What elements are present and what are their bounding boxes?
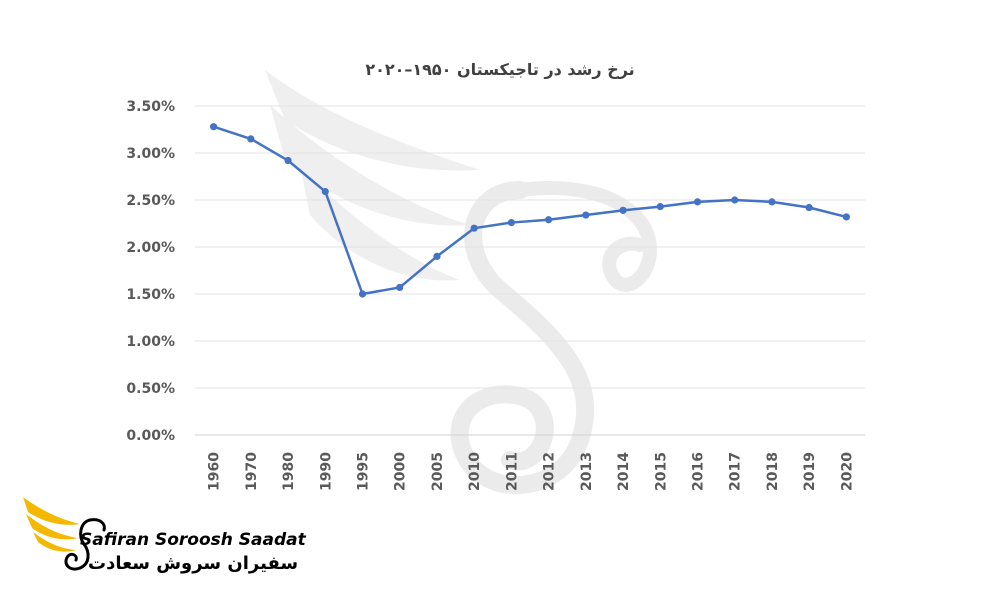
data-point bbox=[321, 187, 329, 196]
logo-name-en: Safiran Soroosh Saadat bbox=[80, 530, 306, 550]
x-tick-label: 1960 bbox=[207, 452, 223, 491]
y-tick-label: 3.50% bbox=[126, 99, 175, 115]
x-tick-label: 2011 bbox=[504, 452, 520, 491]
y-tick-label: 0.50% bbox=[126, 381, 175, 397]
x-tick-label: 2018 bbox=[765, 452, 781, 491]
series-line bbox=[213, 125, 847, 296]
y-tick-label: 2.00% bbox=[126, 240, 175, 256]
logo-name-fa: سفیران سروش سعادت bbox=[88, 553, 299, 574]
x-tick-label: 2013 bbox=[579, 452, 595, 491]
x-tick-label: 1980 bbox=[281, 452, 297, 491]
swan-wing-icon bbox=[23, 497, 106, 571]
data-point bbox=[507, 218, 515, 227]
series-layer bbox=[210, 123, 850, 298]
x-tick-label: 2012 bbox=[542, 452, 558, 491]
data-point bbox=[247, 135, 255, 143]
data-point bbox=[842, 213, 850, 221]
x-tick-label: 2005 bbox=[430, 452, 446, 491]
data-point bbox=[433, 252, 441, 260]
x-tick-label: 2019 bbox=[802, 452, 818, 491]
data-point bbox=[693, 198, 702, 206]
data-point bbox=[656, 202, 664, 211]
swan-wing-icon bbox=[265, 70, 658, 494]
data-point bbox=[210, 123, 218, 131]
y-tick-label: 1.00% bbox=[126, 334, 175, 350]
data-point bbox=[396, 283, 404, 292]
x-tick-label: 2016 bbox=[691, 452, 707, 491]
x-axis: 1960 1970 1980 1990 1995 2000 2005 2010 2011 2012… bbox=[207, 452, 856, 491]
y-tick-label: 2.50% bbox=[126, 193, 175, 209]
data-point bbox=[619, 206, 627, 214]
x-tick-label: 2020 bbox=[839, 452, 855, 491]
x-tick-label: 2010 bbox=[467, 452, 483, 491]
data-point bbox=[470, 224, 478, 232]
x-tick-label: 2014 bbox=[616, 452, 632, 491]
y-tick-label: 3.00% bbox=[126, 146, 175, 162]
x-tick-label: 2000 bbox=[393, 452, 409, 491]
x-tick-label: 2017 bbox=[728, 452, 744, 491]
data-point bbox=[545, 216, 553, 224]
data-point bbox=[768, 198, 776, 206]
y-tick-label: 1.50% bbox=[126, 287, 175, 303]
y-axis: 0.00% 0.50% 1.00% 1.50% 2.00% 2.50% 3.00% 3.50% bbox=[126, 99, 175, 444]
chart-title: نرخ رشد در تاجیکستان ۱۹۵۰–۲۰۲۰ bbox=[365, 60, 634, 79]
data-point bbox=[731, 196, 739, 204]
x-tick-label: 1990 bbox=[318, 452, 334, 491]
x-tick-label: 2015 bbox=[653, 452, 669, 491]
x-tick-label: 1970 bbox=[244, 452, 260, 491]
data-point bbox=[358, 290, 367, 298]
data-point bbox=[284, 156, 292, 165]
data-point bbox=[582, 211, 590, 219]
data-point bbox=[805, 203, 813, 212]
gridlines bbox=[195, 105, 865, 436]
y-tick-label: 0.00% bbox=[126, 428, 175, 444]
x-tick-label: 1995 bbox=[356, 452, 372, 491]
